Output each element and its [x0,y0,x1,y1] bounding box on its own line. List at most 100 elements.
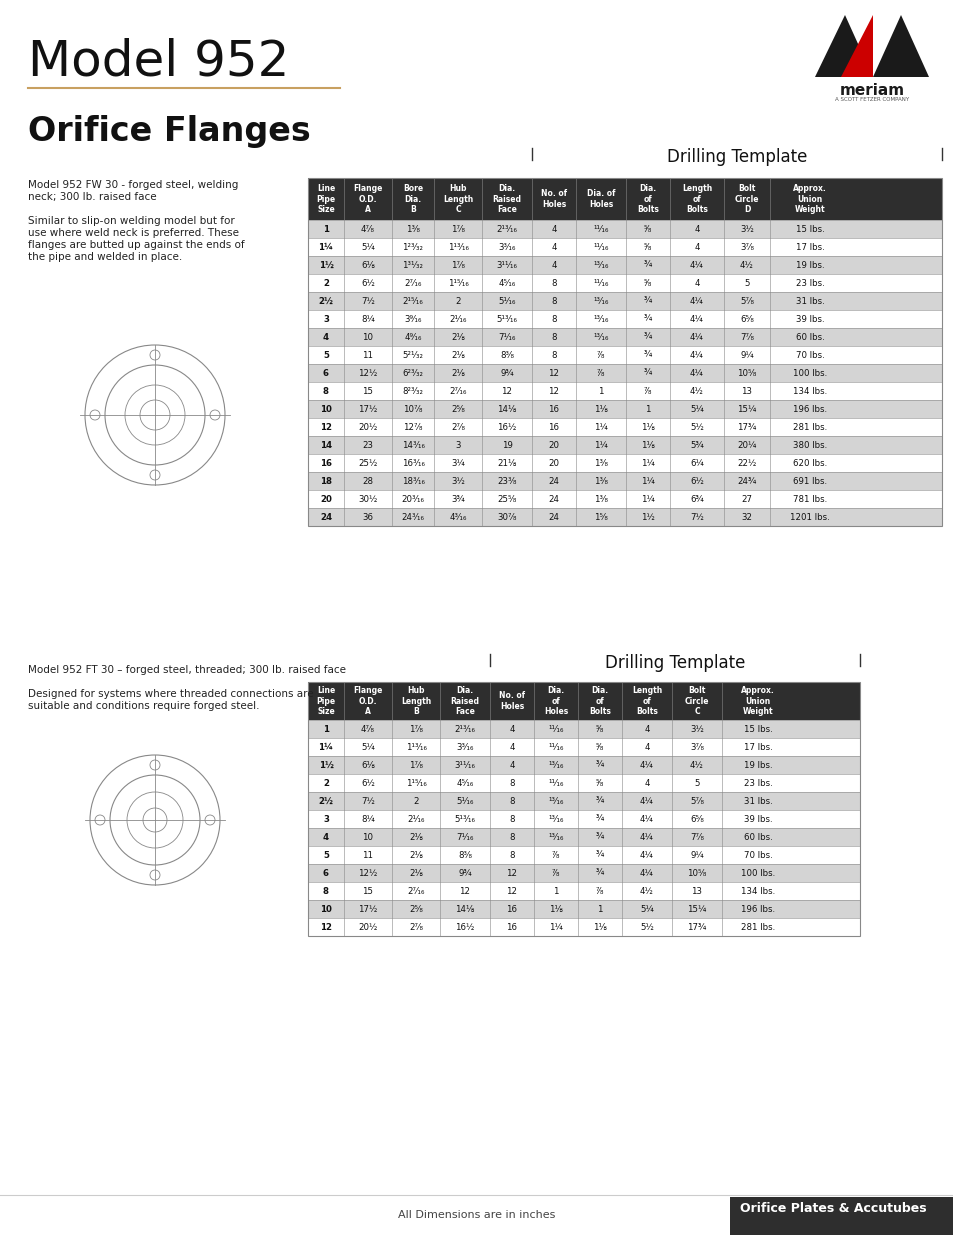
Text: 24¾: 24¾ [737,477,756,485]
Text: 23 lbs.: 23 lbs. [795,279,823,288]
Text: 10⁵⁄₈: 10⁵⁄₈ [737,368,756,378]
Text: 6⅛: 6⅛ [360,261,375,269]
Text: 19: 19 [501,441,512,450]
Text: 28: 28 [362,477,374,485]
Text: 1¼: 1¼ [640,494,655,504]
Text: 17 lbs.: 17 lbs. [795,242,823,252]
Text: 4¼: 4¼ [639,797,653,805]
Text: 134 lbs.: 134 lbs. [740,887,774,895]
Text: 39 lbs.: 39 lbs. [795,315,823,324]
Text: 3³⁄₁₆: 3³⁄₁₆ [497,242,516,252]
Text: 1¼: 1¼ [640,477,655,485]
Text: 16³⁄₁₆: 16³⁄₁₆ [401,458,424,468]
Text: Designed for systems where threaded connections are: Designed for systems where threaded conn… [28,689,314,699]
Text: 12: 12 [506,868,517,878]
Text: ¾: ¾ [643,368,652,378]
Text: 5: 5 [743,279,749,288]
Text: Model 952 FT 30 – forged steel, threaded; 300 lb. raised face: Model 952 FT 30 – forged steel, threaded… [28,664,346,676]
Text: 4: 4 [509,761,515,769]
Text: 2½: 2½ [318,296,334,305]
Text: 2⁵⁄₈: 2⁵⁄₈ [451,405,464,414]
Bar [308,864,859,882]
Text: 1⁵⁄₈: 1⁵⁄₈ [594,513,607,521]
Text: 134 lbs.: 134 lbs. [792,387,826,395]
Text: 30⁷⁄₈: 30⁷⁄₈ [497,513,517,521]
Text: ¹¹⁄₁₆: ¹¹⁄₁₆ [548,725,563,734]
Bar [308,756,859,774]
Text: Dia.
Raised
Face: Dia. Raised Face [492,184,521,214]
Text: ¾: ¾ [643,261,652,269]
Text: 8²³⁄₃₂: 8²³⁄₃₂ [402,387,423,395]
Text: 4⁹⁄₁₆: 4⁹⁄₁₆ [404,332,421,342]
Text: 60 lbs.: 60 lbs. [742,832,772,841]
Text: 25½: 25½ [358,458,377,468]
Text: 16: 16 [548,405,558,414]
Text: Drilling Template: Drilling Template [604,655,744,672]
Text: 20½: 20½ [358,923,377,931]
Text: Line
Pipe
Size: Line Pipe Size [316,687,335,716]
Text: 1⅛: 1⅛ [594,405,607,414]
Text: ¹¹⁄₁₆: ¹¹⁄₁₆ [548,778,563,788]
Text: Dia.
of
Bolts: Dia. of Bolts [588,687,610,716]
Text: Bore
Dia.
B: Bore Dia. B [402,184,422,214]
Text: 12½: 12½ [358,368,377,378]
Text: 5¹³⁄₁₆: 5¹³⁄₁₆ [497,315,517,324]
Text: 16½: 16½ [455,923,475,931]
Text: 2¹⁄₁₆: 2¹⁄₁₆ [407,815,424,824]
Text: 8: 8 [551,296,557,305]
Text: 1⁷⁄₈: 1⁷⁄₈ [409,725,422,734]
Bar [308,274,941,291]
Text: ⁷⁄₈: ⁷⁄₈ [597,368,604,378]
Text: 2¹⁵⁄₁₆: 2¹⁵⁄₁₆ [402,296,423,305]
Text: 16½: 16½ [497,422,517,431]
Text: 14³⁄₁₆: 14³⁄₁₆ [401,441,424,450]
Text: 1³⁄₈: 1³⁄₈ [594,477,607,485]
Text: 4: 4 [509,725,515,734]
Text: 100 lbs.: 100 lbs. [792,368,826,378]
Text: 14⅛: 14⅛ [455,904,475,914]
Bar [308,220,941,238]
Text: 8: 8 [551,279,557,288]
Text: 2½: 2½ [318,797,334,805]
Text: 1: 1 [323,225,329,233]
Text: 15¼: 15¼ [686,904,706,914]
Polygon shape [841,15,872,77]
Text: 4¼: 4¼ [639,868,653,878]
Text: 5: 5 [323,351,329,359]
Text: 19 lbs.: 19 lbs. [743,761,772,769]
Text: 8: 8 [509,797,515,805]
Text: 5¹⁄₁₆: 5¹⁄₁₆ [497,296,516,305]
Text: 4¼: 4¼ [689,368,703,378]
Text: ⁷⁄₈: ⁷⁄₈ [551,851,559,860]
Text: 24: 24 [548,494,558,504]
Text: Hub
Length
B: Hub Length B [400,687,431,716]
Text: 2⅛: 2⅛ [451,351,464,359]
Text: 1¼: 1¼ [594,441,607,450]
Text: ¹³⁄₁₆: ¹³⁄₁₆ [593,332,608,342]
Text: 23: 23 [362,441,374,450]
Text: 6½: 6½ [360,778,375,788]
Text: ¹³⁄₁₆: ¹³⁄₁₆ [593,261,608,269]
Text: 15: 15 [362,887,374,895]
Text: 4: 4 [643,778,649,788]
Bar [308,508,941,526]
Text: 70 lbs.: 70 lbs. [795,351,823,359]
Text: 18: 18 [319,477,332,485]
Bar [729,1197,953,1235]
Text: Model 952 FW 30 - forged steel, welding: Model 952 FW 30 - forged steel, welding [28,180,238,190]
Text: 11: 11 [362,351,374,359]
Text: 14⅛: 14⅛ [497,405,517,414]
Text: 17½: 17½ [358,405,377,414]
Bar [308,346,941,364]
Text: 1¹⁵⁄₁₆: 1¹⁵⁄₁₆ [447,279,468,288]
Text: 281 lbs.: 281 lbs. [740,923,774,931]
Text: 1³⁄₈: 1³⁄₈ [594,494,607,504]
Text: 2: 2 [413,797,418,805]
Text: 5¼: 5¼ [639,904,653,914]
Text: 4½: 4½ [639,887,653,895]
Text: 8: 8 [509,778,515,788]
Text: ¹¹⁄₁₆: ¹¹⁄₁₆ [548,742,563,752]
Text: 4³⁄₁₆: 4³⁄₁₆ [449,513,466,521]
Text: 24³⁄₁₆: 24³⁄₁₆ [401,513,424,521]
Text: 4⁷⁄₈: 4⁷⁄₈ [360,225,375,233]
